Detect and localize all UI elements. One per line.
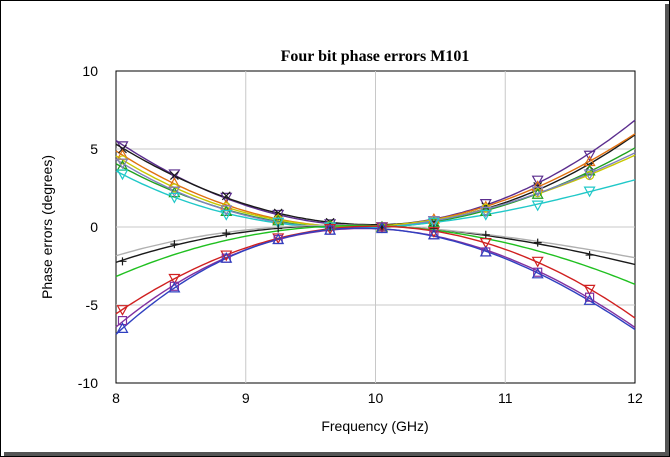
data-point [583,169,596,181]
data-point [168,281,181,293]
data-point [168,169,181,181]
series-markers [116,141,596,333]
x-tick-label: 10 [368,390,384,406]
x-tick-label: 11 [498,390,513,406]
data-point [481,230,490,239]
data-point [116,322,129,333]
series-line [115,227,636,335]
data-point [531,188,544,199]
data-point [168,273,181,285]
data-point [531,186,544,198]
data-point [220,251,233,263]
y-tick-label: -10 [78,375,98,391]
data-point [118,144,127,154]
series-line [115,225,636,319]
data-point [427,228,440,240]
data-point [272,233,285,245]
y-tick-label: -5 [86,297,99,313]
data-point [375,222,389,234]
data-point [479,238,492,249]
data-point [118,257,127,266]
data-point [583,284,596,296]
data-point [531,267,544,279]
data-point [583,150,596,162]
data-point [272,217,285,229]
data-point [479,209,492,221]
data-point [531,175,544,187]
y-tick-label: 10 [82,63,98,79]
x-tick-labels: 8 9 10 11 12 [112,390,643,406]
data-point [116,158,129,170]
x-tick-label: 12 [627,390,643,406]
data-point [221,191,231,201]
data-point [583,294,596,305]
window-shadow-bottom [4,452,669,456]
data-point [533,238,542,247]
data-point [427,227,440,238]
data-point [169,171,179,180]
data-point [168,186,181,198]
x-axis-label: Frequency (GHz) [321,418,428,434]
data-point [479,206,492,218]
data-point [479,245,492,257]
data-point [220,198,233,210]
data-point [170,240,179,249]
data-point [116,305,129,316]
data-point [531,200,544,212]
data-point [324,223,337,235]
data-point [168,192,181,204]
y-tick-labels: 10 5 0 -5 -10 [78,63,98,391]
series-line [115,134,636,226]
series-curves [115,119,636,335]
data-point [222,229,231,238]
data-point [584,292,595,302]
x-tick-label: 8 [112,390,120,406]
y-tick-label: 5 [90,141,98,157]
data-point [531,256,544,268]
y-tick-label: 0 [90,219,98,235]
chart-title: Four bit phase errors M101 [281,48,470,65]
data-point [427,216,440,227]
series-line [115,170,636,229]
data-point [116,169,129,181]
data-point [274,224,283,233]
data-point [585,251,594,260]
data-point [583,186,596,198]
data-point [427,217,440,229]
data-point [220,250,233,262]
x-tick-label: 9 [242,390,250,406]
data-point [220,209,233,221]
window-shadow-right [665,4,669,456]
y-axis-label: Phase errors (degrees) [39,155,55,299]
